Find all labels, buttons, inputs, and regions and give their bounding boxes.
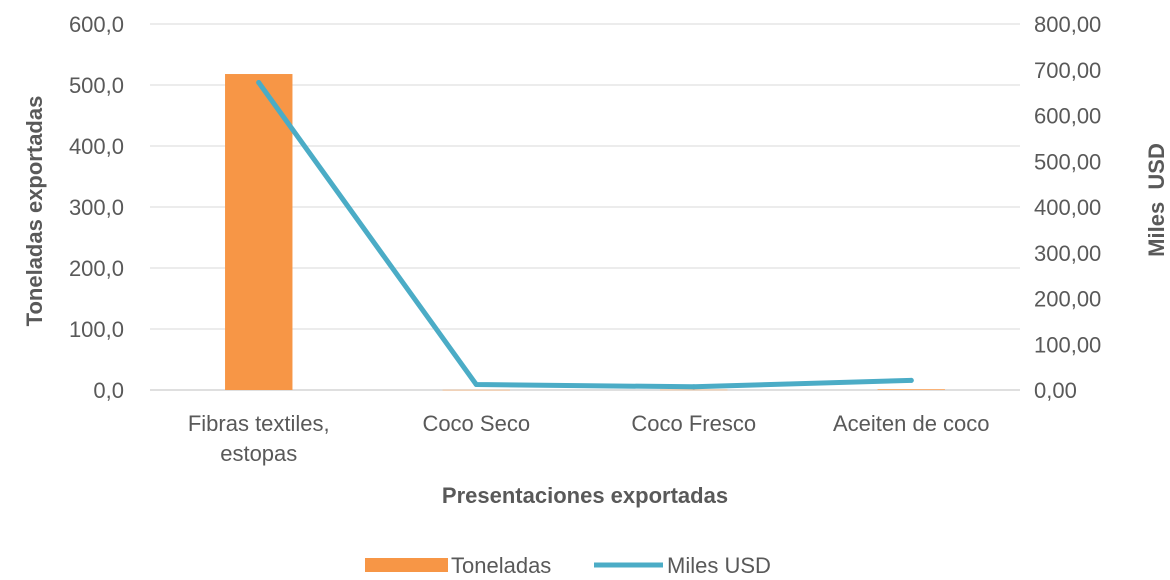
bar-toneladas [660,389,728,391]
left-axis-tick-label: 300,0 [69,195,124,220]
left-axis-tick-label: 600,0 [69,12,124,37]
line-point-miles-usd [473,382,479,388]
x-axis-title: Presentaciones exportadas [442,483,728,508]
left-axis-tick-label: 200,0 [69,256,124,281]
left-axis-tick-label: 400,0 [69,134,124,159]
right-axis-tick-label: 300,00 [1034,241,1101,266]
legend-swatch-toneladas [365,558,448,572]
gridlines [150,23,1020,391]
x-axis-ticks: Fibras textiles, estopas Coco Seco Coco Fre… [188,411,990,466]
x-axis-tick-label: Aceiten de coco [833,411,990,436]
x-axis-tick-label: Coco Fresco [631,411,756,436]
right-axis-tick-label: 100,00 [1034,332,1101,357]
right-axis-title: Miles USD [1144,143,1169,257]
x-axis-tick-label: estopas [220,441,297,466]
left-axis-tick-label: 100,0 [69,317,124,342]
right-axis-tick-label: 500,00 [1034,149,1101,174]
right-axis-tick-label: 0,00 [1034,378,1077,403]
right-axis-tick-label: 600,00 [1034,104,1101,129]
legend: Toneladas Miles USD [365,553,771,578]
bar-series-toneladas [225,74,945,391]
x-axis-tick-label: Coco Seco [422,411,530,436]
right-axis-ticks: 0,00 100,00 200,00 300,00 400,00 500,00 600,00… [1034,12,1101,403]
line-point-miles-usd [908,377,914,383]
x-axis-tick-label: Fibras textiles, [188,411,330,436]
right-axis-tick-label: 200,00 [1034,287,1101,312]
line-point-miles-usd [691,384,697,390]
left-axis-ticks: 0,0 100,0 200,0 300,0 400,0 500,0 600,0 [69,12,124,403]
line-path-miles-usd [256,80,914,390]
line-series-miles-usd [256,80,914,390]
left-axis-tick-label: 0,0 [93,378,124,403]
bar-toneladas [877,389,945,390]
bar-toneladas [225,74,293,391]
line-point-miles-usd [256,80,262,86]
legend-label-toneladas: Toneladas [451,553,551,578]
right-axis-tick-label: 700,00 [1034,58,1101,83]
legend-label-miles-usd: Miles USD [667,553,771,578]
bar-toneladas [442,389,510,391]
right-axis-tick-label: 800,00 [1034,12,1101,37]
right-axis-tick-label: 400,00 [1034,195,1101,220]
left-axis-title: Toneladas exportadas [22,96,47,327]
left-axis-tick-label: 500,0 [69,73,124,98]
